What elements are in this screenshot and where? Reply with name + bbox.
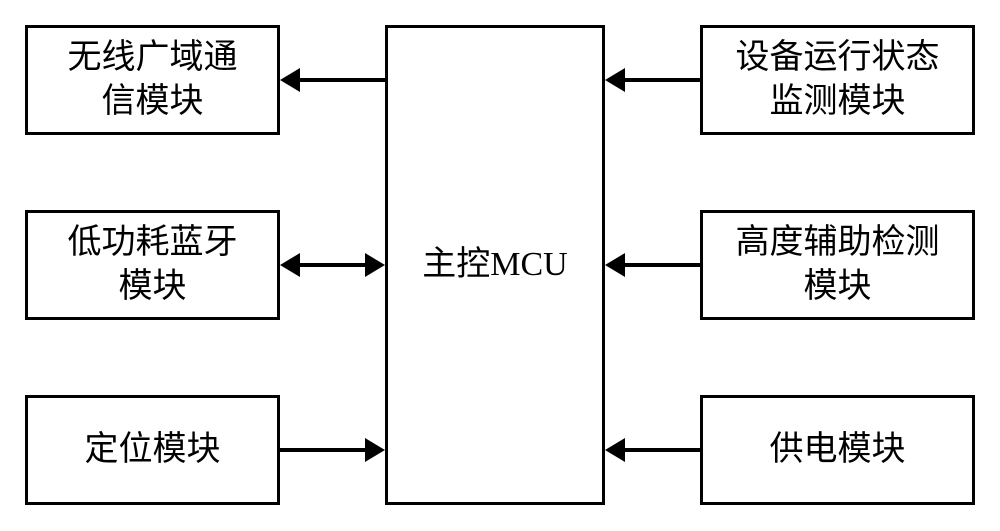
ble-label: 低功耗蓝牙 模块 xyxy=(68,221,238,309)
power-supply-block: 供电模块 xyxy=(700,395,975,505)
arrow-head-left-3 xyxy=(365,438,385,462)
arrow-head-right-2 xyxy=(605,253,625,277)
wireless-wan-block: 无线广域通 信模块 xyxy=(25,25,280,135)
status-monitor-label: 设备运行状态 监测模块 xyxy=(736,36,940,124)
positioning-label: 定位模块 xyxy=(85,428,221,472)
arrow-line-left-3 xyxy=(280,448,365,452)
arrow-head-left-2b xyxy=(365,253,385,277)
arrow-head-left-1 xyxy=(280,68,300,92)
arrow-line-right-2 xyxy=(625,263,700,267)
power-supply-label: 供电模块 xyxy=(770,428,906,472)
arrow-line-left-2 xyxy=(300,263,365,267)
center-mcu-block: 主控MCU xyxy=(385,25,605,505)
altitude-aux-block: 高度辅助检测 模块 xyxy=(700,210,975,320)
arrow-head-right-3 xyxy=(605,438,625,462)
arrow-head-right-1 xyxy=(605,68,625,92)
center-mcu-label: 主控MCU xyxy=(422,243,567,287)
arrow-line-right-3 xyxy=(625,448,700,452)
altitude-aux-label: 高度辅助检测 模块 xyxy=(736,221,940,309)
positioning-block: 定位模块 xyxy=(25,395,280,505)
wireless-wan-label: 无线广域通 信模块 xyxy=(68,36,238,124)
arrow-line-right-1 xyxy=(625,78,700,82)
arrow-head-left-2a xyxy=(280,253,300,277)
ble-block: 低功耗蓝牙 模块 xyxy=(25,210,280,320)
arrow-line-left-1 xyxy=(300,78,385,82)
status-monitor-block: 设备运行状态 监测模块 xyxy=(700,25,975,135)
